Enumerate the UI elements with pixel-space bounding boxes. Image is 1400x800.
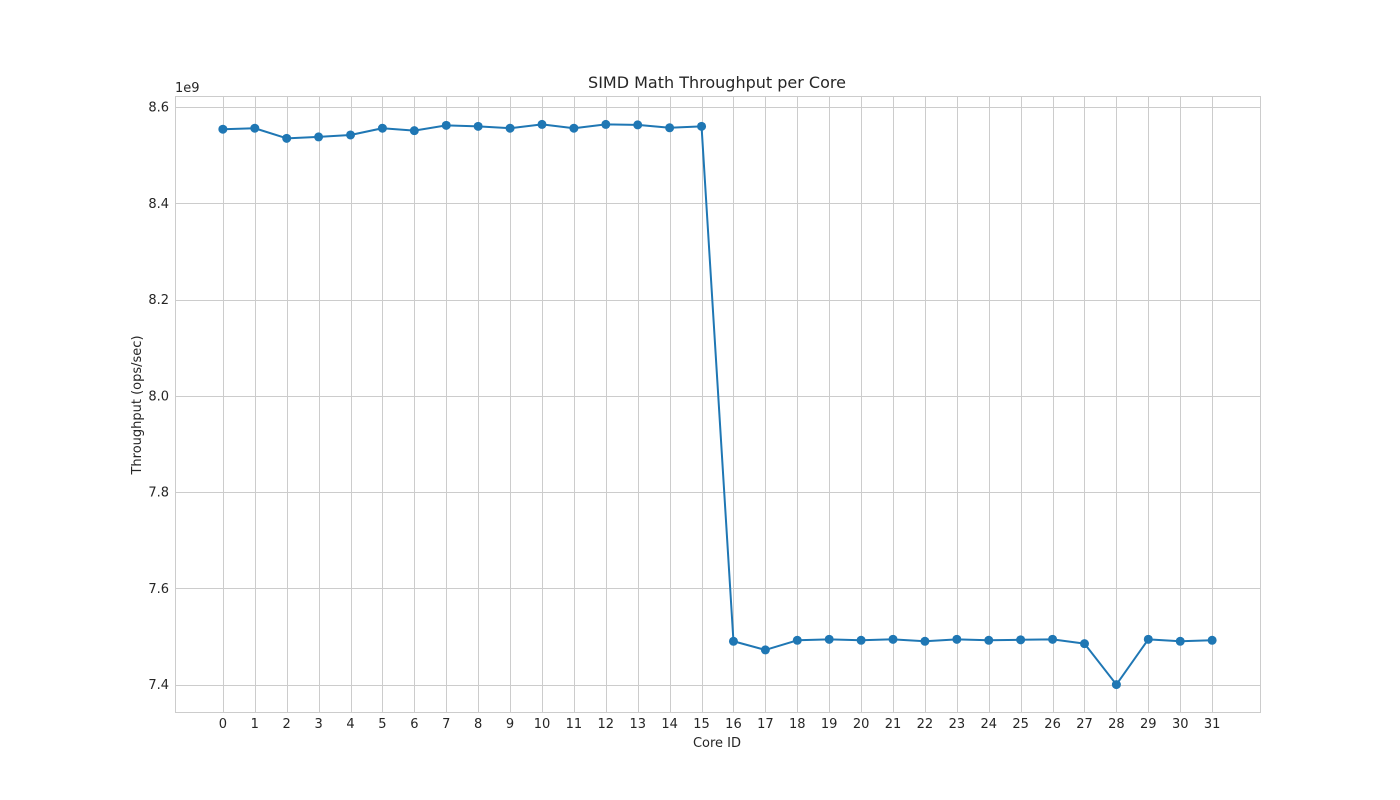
x-tick-label: 2 — [283, 717, 291, 732]
data-point — [441, 120, 451, 130]
data-point — [537, 119, 547, 129]
data-point — [697, 121, 707, 131]
x-tick-label: 21 — [885, 717, 902, 732]
x-tick-label: 30 — [1172, 717, 1189, 732]
y-tick-labels: 7.4 7.6 7.8 8.0 8.2 8.4 8.6 — [148, 101, 169, 693]
data-point — [473, 121, 483, 131]
data-point — [1016, 635, 1026, 645]
data-point — [1079, 639, 1089, 649]
data-point — [409, 126, 419, 136]
data-point — [505, 123, 515, 133]
x-tick-label: 27 — [1076, 717, 1093, 732]
x-tick-label: 1 — [251, 717, 259, 732]
x-tick-labels: 0 1 2 3 4 5 6 7 8 9 10 11 12 13 14 15 16 17 18 19 20 21 22 23 24… — [219, 717, 1221, 732]
x-tick-label: 29 — [1140, 717, 1157, 732]
y-tick-label: 8.2 — [148, 293, 169, 308]
data-point — [760, 645, 770, 655]
x-tick-label: 22 — [917, 717, 934, 732]
y-tick-label: 8.6 — [148, 101, 169, 116]
data-point — [1048, 634, 1058, 644]
y-tick-label: 7.4 — [148, 678, 169, 693]
x-axis-label: Core ID — [693, 736, 741, 751]
y-tick-label: 7.6 — [148, 582, 169, 597]
data-point — [824, 634, 834, 644]
x-tick-label: 12 — [598, 717, 615, 732]
x-tick-label: 28 — [1108, 717, 1125, 732]
data-point — [920, 636, 930, 646]
y-tick-label: 8.4 — [148, 197, 169, 212]
data-point — [633, 120, 643, 130]
data-point — [346, 130, 356, 140]
data-point — [1143, 634, 1153, 644]
data-point — [569, 123, 579, 133]
x-tick-label: 17 — [757, 717, 774, 732]
x-tick-label: 13 — [629, 717, 646, 732]
x-tick-label: 16 — [725, 717, 742, 732]
x-tick-label: 3 — [314, 717, 322, 732]
data-point — [250, 123, 260, 133]
data-point — [377, 123, 387, 133]
x-tick-label: 6 — [410, 717, 418, 732]
data-point — [665, 123, 675, 133]
x-tick-label: 8 — [474, 717, 482, 732]
data-point — [792, 635, 802, 645]
chart-title: SIMD Math Throughput per Core — [588, 73, 846, 92]
data-point — [856, 635, 866, 645]
data-point — [1207, 635, 1217, 645]
series-line — [222, 123, 1213, 686]
x-tick-label: 19 — [821, 717, 838, 732]
x-tick-label: 25 — [1012, 717, 1029, 732]
x-tick-label: 23 — [949, 717, 966, 732]
x-tick-label: 10 — [534, 717, 551, 732]
data-point — [218, 124, 228, 134]
data-point — [601, 119, 611, 129]
data-point — [282, 133, 292, 143]
x-tick-label: 15 — [693, 717, 710, 732]
x-tick-label: 20 — [853, 717, 870, 732]
x-tick-label: 18 — [789, 717, 806, 732]
data-point — [728, 636, 738, 646]
x-tick-label: 5 — [378, 717, 386, 732]
y-tick-label: 8.0 — [148, 389, 169, 404]
x-tick-label: 14 — [661, 717, 678, 732]
x-tick-label: 24 — [980, 717, 997, 732]
x-tick-label: 7 — [442, 717, 450, 732]
y-axis-offset-label: 1e9 — [175, 81, 200, 96]
x-tick-label: 0 — [219, 717, 227, 732]
data-point — [1111, 680, 1121, 690]
x-tick-label: 4 — [346, 717, 354, 732]
grid — [175, 96, 1260, 712]
data-point — [984, 635, 994, 645]
data-point — [952, 634, 962, 644]
plot-frame — [175, 96, 1261, 713]
x-tick-label: 26 — [1044, 717, 1061, 732]
y-axis-label: Throughput (ops/sec) — [130, 335, 145, 475]
x-tick-label: 31 — [1204, 717, 1221, 732]
series — [218, 119, 1217, 690]
data-point — [888, 634, 898, 644]
x-tick-label: 9 — [506, 717, 514, 732]
y-tick-label: 7.8 — [148, 486, 169, 501]
x-tick-label: 11 — [566, 717, 583, 732]
data-point — [1175, 636, 1185, 646]
data-point — [314, 132, 324, 142]
